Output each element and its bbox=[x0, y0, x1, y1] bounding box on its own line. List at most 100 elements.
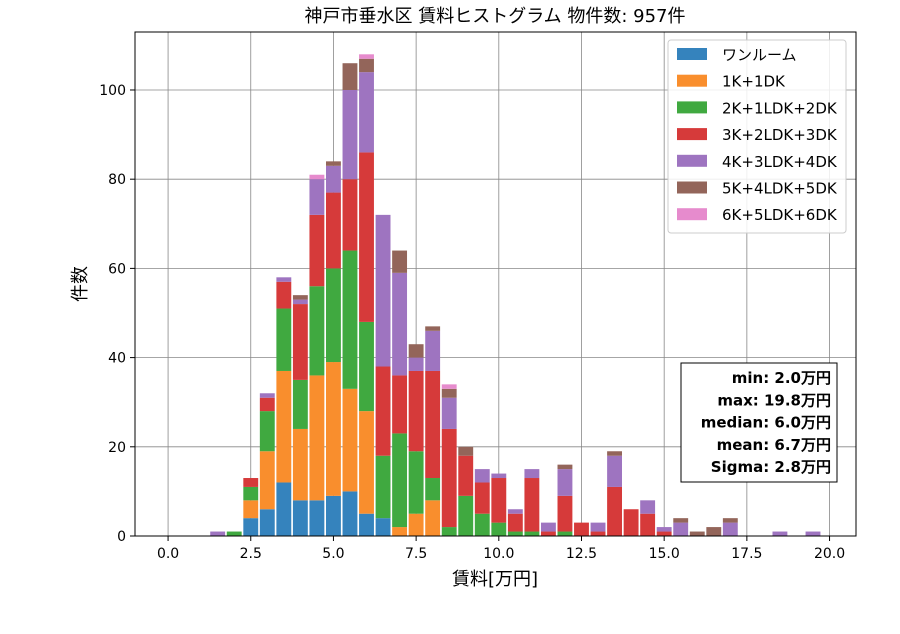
bar-segment-series-5 bbox=[408, 344, 424, 358]
x-tick-label: 0.0 bbox=[157, 546, 179, 562]
bar-segment-series-4 bbox=[607, 455, 622, 487]
bar-segment-series-1 bbox=[425, 500, 441, 536]
bar-segment-series-4 bbox=[259, 393, 275, 398]
legend: ワンルーム 1K+1DK 2K+1LDK+2DK 3K+2LDK+3DK 4K+3LDK… bbox=[667, 39, 847, 234]
bar-segment-series-2 bbox=[474, 513, 490, 536]
bar-segment-series-4 bbox=[326, 165, 341, 193]
bar-segment-series-2 bbox=[292, 379, 308, 429]
bar-segment-series-6 bbox=[309, 174, 325, 180]
legend-label: 2K+1LDK+2DK bbox=[722, 99, 838, 117]
bar-segment-series-3 bbox=[491, 478, 507, 523]
bar-segment-series-1 bbox=[276, 370, 292, 483]
stats-line: max: 19.8万円 bbox=[717, 391, 831, 409]
stats-line: min: 2.0万円 bbox=[732, 369, 831, 387]
bar-segment-series-2 bbox=[557, 531, 573, 536]
bar-segment-series-5 bbox=[441, 388, 457, 398]
bars bbox=[210, 54, 821, 536]
bar-segment-series-2 bbox=[458, 495, 474, 536]
bar-segment-series-2 bbox=[342, 250, 358, 389]
bar-segment-series-2 bbox=[491, 522, 507, 536]
bar-segment-series-2 bbox=[226, 531, 242, 536]
bar-segment-series-0 bbox=[326, 495, 341, 536]
legend-label: 3K+2LDK+3DK bbox=[722, 126, 838, 144]
bar-segment-series-1 bbox=[342, 388, 358, 492]
bar-segment-series-4 bbox=[540, 522, 556, 532]
bar-segment-series-0 bbox=[292, 500, 308, 536]
bar-segment-series-3 bbox=[292, 304, 308, 380]
bar-segment-series-3 bbox=[474, 482, 490, 514]
legend-swatch bbox=[677, 74, 707, 87]
bar-segment-series-0 bbox=[375, 518, 391, 536]
bar-segment-series-0 bbox=[342, 491, 358, 536]
y-tick-label: 80 bbox=[108, 172, 126, 188]
bar-segment-series-4 bbox=[557, 469, 573, 496]
stats-line: mean: 6.7万円 bbox=[717, 436, 831, 454]
bar-segment-series-5 bbox=[292, 295, 308, 300]
bar-segment-series-0 bbox=[276, 482, 292, 536]
bar-segment-series-1 bbox=[292, 428, 308, 501]
bar-segment-series-5 bbox=[673, 518, 689, 523]
bar-segment-series-4 bbox=[590, 522, 606, 532]
bar-segment-series-2 bbox=[243, 486, 259, 501]
bar-segment-series-3 bbox=[656, 531, 672, 536]
bar-segment-series-2 bbox=[375, 455, 391, 519]
bar-segment-series-3 bbox=[276, 281, 292, 309]
bar-segment-series-0 bbox=[259, 509, 275, 536]
bar-segment-series-3 bbox=[507, 513, 523, 532]
bar-segment-series-3 bbox=[607, 486, 622, 536]
bar-segment-series-3 bbox=[359, 152, 374, 322]
bar-segment-series-2 bbox=[408, 451, 424, 514]
bar-segment-series-3 bbox=[259, 397, 275, 412]
bar-segment-series-3 bbox=[557, 495, 573, 532]
bar-segment-series-3 bbox=[590, 531, 606, 536]
bar-segment-series-0 bbox=[243, 518, 259, 536]
y-tick-label: 60 bbox=[108, 261, 126, 277]
bar-segment-series-5 bbox=[557, 464, 573, 470]
chart-title: 神戸市垂水区 賃料ヒストグラム 物件数: 957件 bbox=[304, 6, 685, 27]
legend-box bbox=[667, 39, 847, 234]
bar-segment-series-4 bbox=[210, 531, 226, 536]
bar-segment-series-2 bbox=[425, 478, 441, 501]
bar-segment-series-5 bbox=[359, 58, 374, 73]
x-tick-label: 10.0 bbox=[483, 546, 514, 562]
bar-segment-series-5 bbox=[458, 446, 474, 456]
legend-label: 4K+3LDK+4DK bbox=[722, 153, 838, 171]
bar-segment-series-2 bbox=[276, 308, 292, 371]
bar-segment-series-1 bbox=[359, 411, 374, 514]
bar-segment-series-4 bbox=[524, 469, 540, 479]
stats-line: Sigma: 2.8万円 bbox=[711, 458, 831, 476]
stats-line: median: 6.0万円 bbox=[701, 414, 831, 432]
bar-segment-series-2 bbox=[326, 268, 341, 363]
bar-segment-series-5 bbox=[706, 527, 722, 536]
legend-swatch bbox=[677, 48, 707, 60]
legend-swatch bbox=[677, 128, 707, 141]
bar-segment-series-5 bbox=[342, 63, 358, 90]
bar-segment-series-1 bbox=[392, 527, 408, 536]
y-tick-label: 40 bbox=[108, 351, 126, 367]
bar-segment-series-4 bbox=[276, 277, 292, 282]
bar-segment-series-2 bbox=[392, 433, 408, 528]
bar-segment-series-4 bbox=[392, 272, 408, 376]
bar-segment-series-1 bbox=[309, 375, 325, 501]
stats-box-frame bbox=[680, 362, 838, 483]
bar-segment-series-3 bbox=[458, 455, 474, 496]
legend-swatch bbox=[677, 181, 707, 194]
stats-box: min: 2.0万円 max: 19.8万円 median: 6.0万円 mean: … bbox=[680, 362, 838, 483]
legend-swatch bbox=[677, 154, 707, 167]
bar-segment-series-3 bbox=[243, 478, 259, 487]
x-tick-label: 5.0 bbox=[322, 546, 344, 562]
bar-segment-series-4 bbox=[309, 179, 325, 215]
bar-segment-series-2 bbox=[507, 531, 523, 536]
bar-segment-series-4 bbox=[359, 72, 374, 153]
bar-segment-series-2 bbox=[259, 411, 275, 452]
bar-segment-series-4 bbox=[292, 299, 308, 305]
bar-segment-series-4 bbox=[772, 531, 788, 536]
bar-segment-series-4 bbox=[491, 473, 507, 479]
legend-label: 5K+4LDK+5DK bbox=[722, 180, 838, 198]
bar-segment-series-3 bbox=[342, 179, 358, 251]
bar-segment-series-4 bbox=[507, 509, 523, 514]
x-tick-label: 15.0 bbox=[649, 546, 680, 562]
legend-label: ワンルーム bbox=[722, 46, 797, 64]
bar-segment-series-3 bbox=[640, 513, 656, 536]
